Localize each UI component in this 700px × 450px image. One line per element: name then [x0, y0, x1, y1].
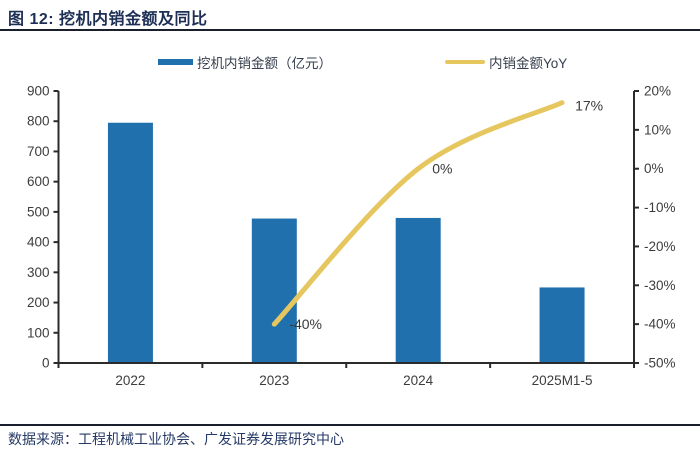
left-axis-tick-label: 300	[27, 265, 50, 280]
title-divider	[0, 29, 700, 31]
bar-series-swatch-icon	[158, 59, 193, 65]
line-series-label: 内销金额YoY	[489, 56, 568, 71]
bar-2024	[395, 217, 441, 363]
right-axis-tick-label: -10%	[644, 200, 676, 215]
chart-legend: 挖机内销金额（亿元） 内销金额YoY	[0, 53, 700, 71]
bar-2025M1-5	[539, 287, 585, 363]
left-axis-tick-label: 800	[27, 114, 50, 129]
bar-series-label: 挖机内销金额（亿元）	[197, 56, 332, 71]
left-axis-tick-label: 500	[27, 204, 50, 219]
right-axis-tick-label: -40%	[644, 317, 676, 332]
line-point-label: 0%	[432, 161, 452, 177]
line-point-label: -40%	[289, 316, 322, 332]
data-source: 数据来源：工程机械工业协会、广发证券发展研究中心	[8, 433, 344, 448]
x-axis-tick-label: 2025M1-5	[532, 373, 593, 388]
figure-title: 图 12: 挖机内销金额及同比	[8, 11, 208, 28]
right-axis-tick-label: 0%	[644, 161, 664, 176]
left-axis-tick-label: 100	[27, 325, 50, 340]
x-axis-tick-label: 2022	[115, 373, 145, 388]
left-axis-tick-label: 400	[27, 235, 50, 250]
right-axis-tick-label: 10%	[644, 122, 671, 137]
yoy-line	[271, 100, 565, 327]
footer-divider	[0, 424, 700, 426]
right-axis-tick-label: -50%	[644, 356, 676, 371]
left-axis-tick-label: 700	[27, 144, 50, 159]
right-axis-tick-label: -30%	[644, 278, 676, 293]
left-axis-tick-label: 900	[27, 84, 50, 99]
left-axis-tick-label: 0	[42, 356, 50, 371]
line-series-swatch-icon	[445, 60, 485, 64]
legend-item-line-series: 内销金额YoY	[445, 53, 567, 71]
right-axis-tick-label: -20%	[644, 239, 676, 254]
legend-item-bar-series: 挖机内销金额（亿元）	[158, 53, 332, 71]
line-point-label: 17%	[575, 98, 603, 114]
right-axis-tick-label: 20%	[644, 84, 671, 99]
x-axis-tick-label: 2024	[403, 373, 434, 388]
left-axis-tick-label: 600	[27, 174, 50, 189]
bar-2022	[107, 122, 153, 363]
bar-2023	[251, 218, 297, 363]
left-axis-tick-label: 200	[27, 295, 50, 310]
x-axis-tick-label: 2023	[259, 373, 289, 388]
